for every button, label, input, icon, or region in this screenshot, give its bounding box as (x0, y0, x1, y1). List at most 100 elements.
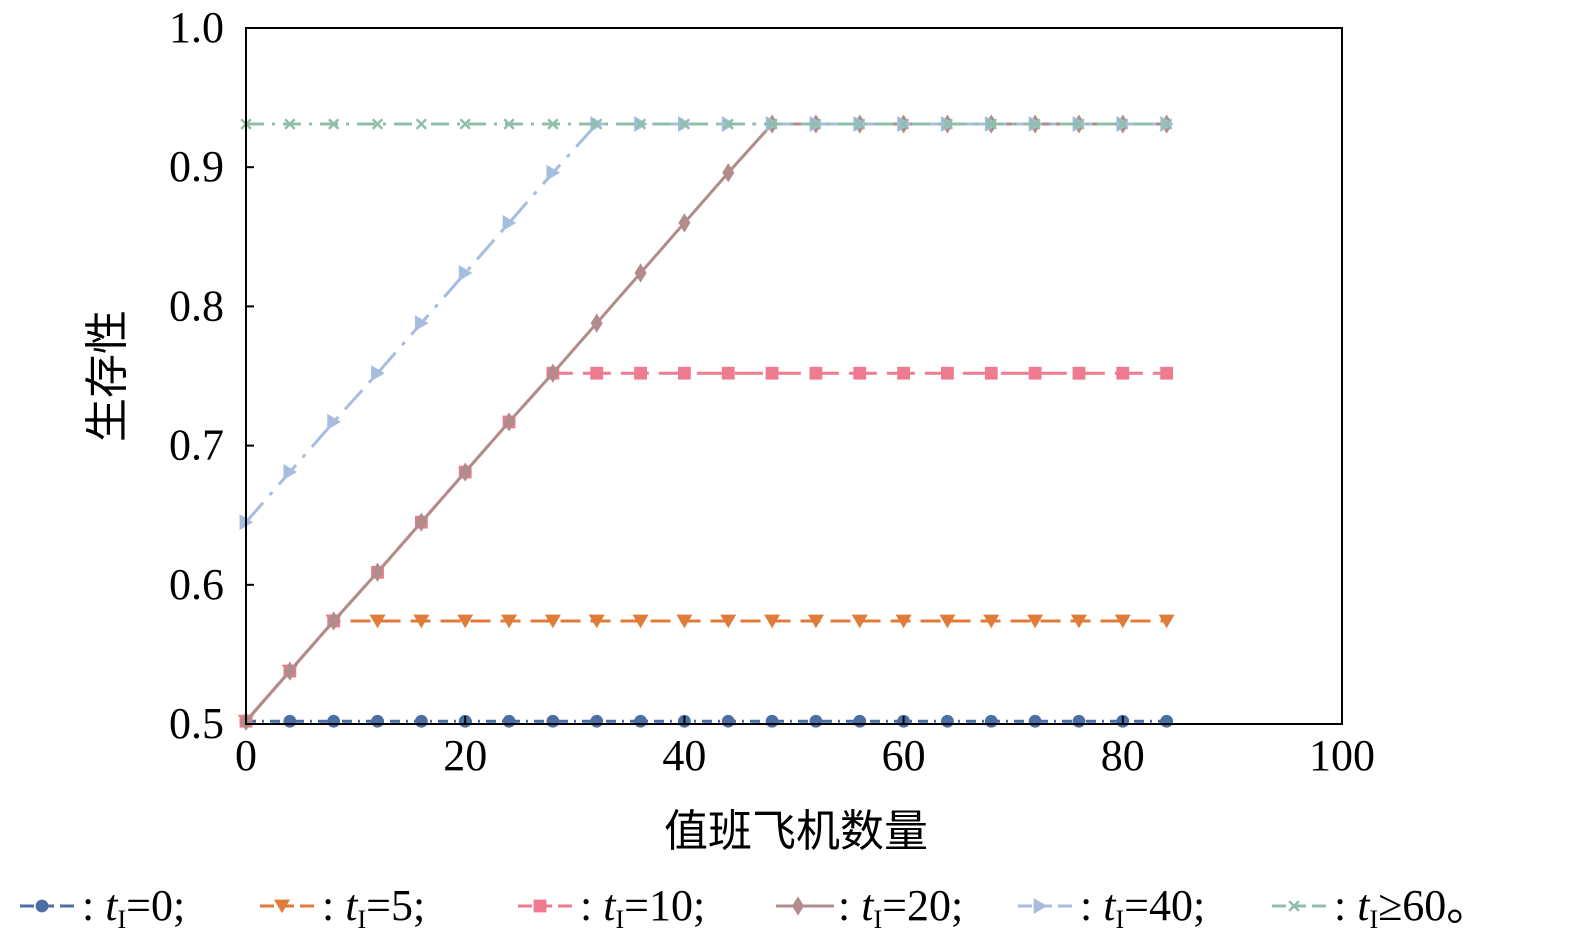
data-point (678, 366, 691, 380)
legend-label: : tI≥60。 (1334, 881, 1490, 934)
x-axis-label: 值班飞机数量 (664, 806, 928, 857)
data-point (984, 714, 998, 728)
series-line (244, 371, 1167, 723)
data-point (853, 366, 867, 380)
legend-entry: : tI=0; (20, 881, 185, 934)
data-point (546, 164, 561, 181)
data-point (1160, 366, 1174, 380)
data-point (327, 413, 341, 430)
y-axis-label: 生存性 (82, 310, 133, 442)
y-tick-label: 0.8 (169, 281, 224, 330)
data-point (634, 263, 647, 283)
data-point (544, 614, 561, 629)
x-tick-label: 20 (443, 731, 487, 780)
data-point (371, 365, 385, 382)
legend-entry: : tI=10; (518, 881, 705, 934)
data-point (1072, 366, 1086, 380)
legend-label: : tI=20; (838, 881, 963, 934)
data-point (897, 366, 910, 380)
data-point (854, 118, 866, 130)
data-point (1073, 118, 1085, 130)
data-point (1029, 118, 1041, 130)
data-point (371, 714, 384, 728)
data-point (676, 614, 693, 629)
series-3 (240, 114, 1173, 731)
x-tick-label: 100 (1309, 731, 1375, 780)
data-point (1117, 118, 1129, 130)
data-point (459, 118, 471, 130)
data-point (632, 614, 649, 629)
x-tick-label: 80 (1101, 731, 1145, 780)
data-point (1116, 366, 1130, 380)
data-point (369, 614, 386, 629)
data-point (547, 118, 559, 130)
data-point (415, 512, 428, 532)
plot-area (238, 114, 1175, 731)
data-point (459, 462, 472, 482)
data-point (503, 412, 516, 432)
series-2 (239, 366, 1174, 728)
data-point (274, 899, 290, 914)
data-point (283, 661, 296, 681)
y-tick-label: 0.9 (169, 142, 224, 191)
data-point (678, 213, 691, 233)
data-point (501, 614, 518, 629)
series-5 (240, 118, 1173, 130)
data-point (722, 163, 735, 183)
data-point (720, 614, 737, 629)
x-tick-label: 40 (662, 731, 706, 780)
y-tick-label: 0.6 (169, 560, 224, 609)
data-point (457, 614, 474, 629)
data-point (983, 614, 1000, 629)
data-point (1158, 614, 1175, 629)
data-point (810, 118, 822, 130)
data-point (415, 118, 428, 130)
legend-entry: : tI=5; (260, 881, 425, 934)
data-point (634, 714, 647, 728)
data-point (371, 118, 384, 130)
data-point (941, 118, 954, 130)
data-point (897, 118, 910, 130)
data-point (807, 614, 824, 629)
x-tick-label: 60 (882, 731, 926, 780)
data-point (327, 118, 340, 130)
data-point (985, 118, 997, 130)
data-point (413, 614, 430, 629)
y-tick-label: 1.0 (169, 3, 224, 52)
data-point (284, 118, 296, 130)
data-point (546, 714, 560, 728)
series-0 (239, 714, 1174, 728)
data-point (546, 363, 559, 383)
data-point (634, 366, 647, 380)
legend-entry: : tI≥60。 (1272, 881, 1490, 934)
data-point (588, 614, 605, 629)
data-point (1072, 714, 1086, 728)
legend-label: : tI=5; (322, 881, 425, 934)
data-point (1160, 118, 1173, 130)
data-point (1114, 614, 1131, 629)
legend-label: : tI=10; (580, 881, 705, 934)
data-point (984, 366, 998, 380)
data-point (533, 899, 547, 913)
series-1 (238, 614, 1175, 729)
data-point (765, 714, 779, 728)
data-point (590, 313, 603, 333)
data-point (1027, 614, 1044, 629)
data-point (1288, 900, 1300, 912)
legend-entry: : tI=40; (1018, 881, 1205, 934)
data-point (766, 118, 778, 130)
series-line (244, 619, 1167, 723)
data-point (283, 714, 297, 728)
y-tick-label: 0.5 (169, 699, 224, 748)
legend-label: : tI=40; (1080, 881, 1205, 934)
data-point (851, 614, 868, 629)
data-point (792, 896, 804, 916)
series-line (244, 122, 1167, 524)
data-point (721, 366, 735, 380)
data-point (721, 714, 735, 728)
plot-frame (245, 27, 1343, 725)
data-point (941, 714, 954, 728)
axis-ticks: 0 20 40 60 80 100 0.5 0.6 0.7 0.8 0.9 1.0 (169, 3, 1375, 780)
data-point (502, 214, 517, 231)
